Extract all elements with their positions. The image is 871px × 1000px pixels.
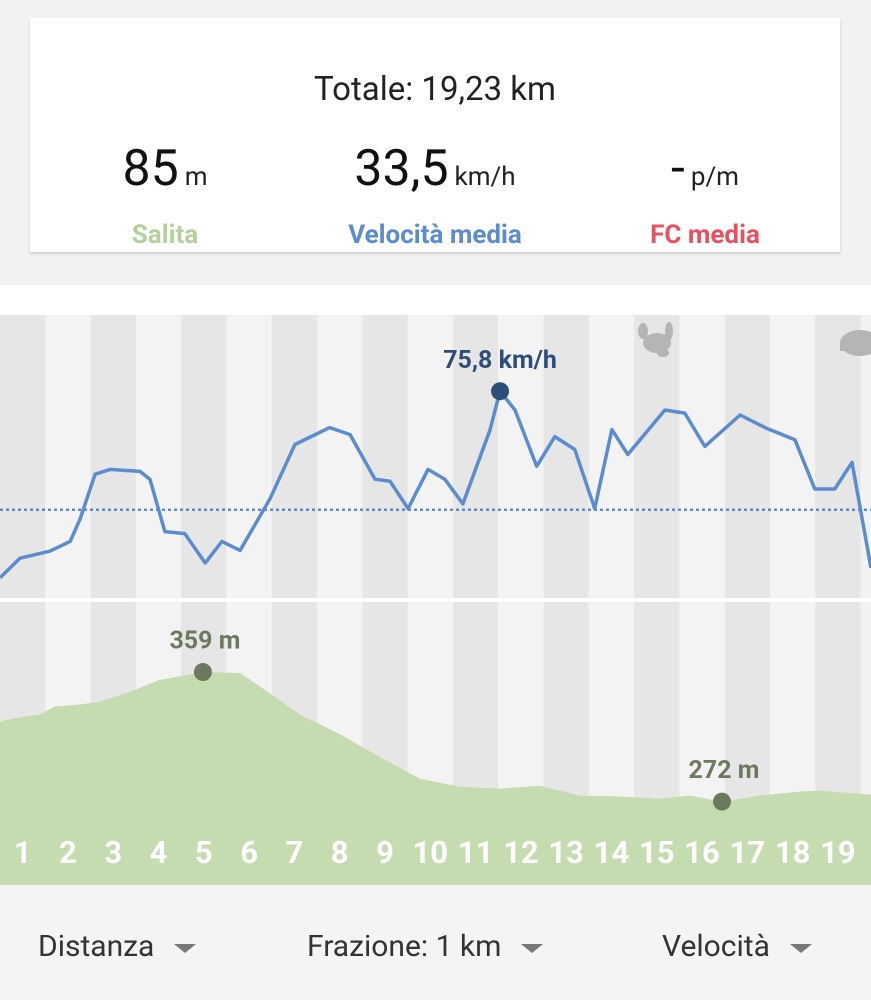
stat: - p/m FC media: [570, 140, 840, 250]
stat-unit: km/h: [454, 162, 516, 192]
km-label: 1: [14, 834, 32, 871]
km-label: 13: [548, 834, 584, 871]
km-label: 15: [639, 834, 675, 871]
km-label: 4: [150, 834, 168, 871]
dropdown-label: Velocità: [662, 929, 770, 964]
km-label: 9: [376, 834, 394, 871]
elevation-area: [0, 672, 871, 885]
chart-header: [0, 285, 871, 315]
stat-value: 33,5: [354, 140, 449, 198]
km-label: 11: [458, 834, 494, 871]
stat-value: -: [671, 140, 685, 198]
km-label: 2: [59, 834, 77, 871]
value-label: 272 m: [689, 756, 760, 785]
stat: 85 m Salita: [30, 140, 300, 250]
value-label: 75,8 km/h: [443, 346, 557, 375]
km-label: 12: [503, 834, 539, 871]
km-label: 17: [730, 834, 766, 871]
km-label: 18: [775, 834, 811, 871]
stat-unit: m: [184, 162, 208, 192]
dropdown-arrow: [521, 943, 544, 953]
speed-line: [0, 389, 871, 580]
turtle-icon: [840, 330, 871, 356]
dropdown-label: Frazione: 1 km: [307, 929, 502, 964]
dropdown[interactable]: Frazione: 1 km: [307, 929, 544, 964]
stat-label: Salita: [131, 220, 199, 250]
value-dot: [193, 663, 212, 682]
stat-label: Velocità media: [348, 220, 522, 250]
km-label: 6: [240, 834, 258, 871]
value-dot: [491, 382, 510, 401]
stat: 33,5 km/h Velocità media: [300, 140, 570, 250]
km-label: 16: [684, 834, 720, 871]
dropdown-label: Distanza: [38, 929, 155, 964]
stat-unit: p/m: [690, 162, 739, 192]
km-label: 5: [195, 834, 213, 871]
value-label: 359 m: [169, 627, 240, 656]
km-label: 3: [104, 834, 122, 871]
stat-label: FC media: [650, 220, 760, 250]
km-label: 14: [594, 834, 630, 871]
value-dot: [712, 792, 731, 811]
control-bar: Distanza Frazione: 1 km Velocità: [0, 885, 871, 1000]
km-label: 7: [286, 834, 304, 871]
summary-card: Totale: 19,23 km 85 m Salita 33,5 km/h Veloci…: [30, 18, 840, 252]
km-label: 8: [331, 834, 349, 871]
stat-value: 85: [122, 140, 179, 198]
km-label: 19: [820, 834, 856, 871]
total-distance: Totale: 19,23 km: [314, 70, 556, 109]
dropdown-arrow: [174, 943, 197, 953]
rabbit-turtle-icon: [638, 322, 673, 357]
dropdown[interactable]: Distanza: [38, 929, 197, 964]
km-label: 10: [413, 834, 449, 871]
dropdown-arrow: [789, 943, 812, 953]
dropdown[interactable]: Velocità: [662, 929, 812, 964]
chart-separator: [0, 598, 871, 602]
